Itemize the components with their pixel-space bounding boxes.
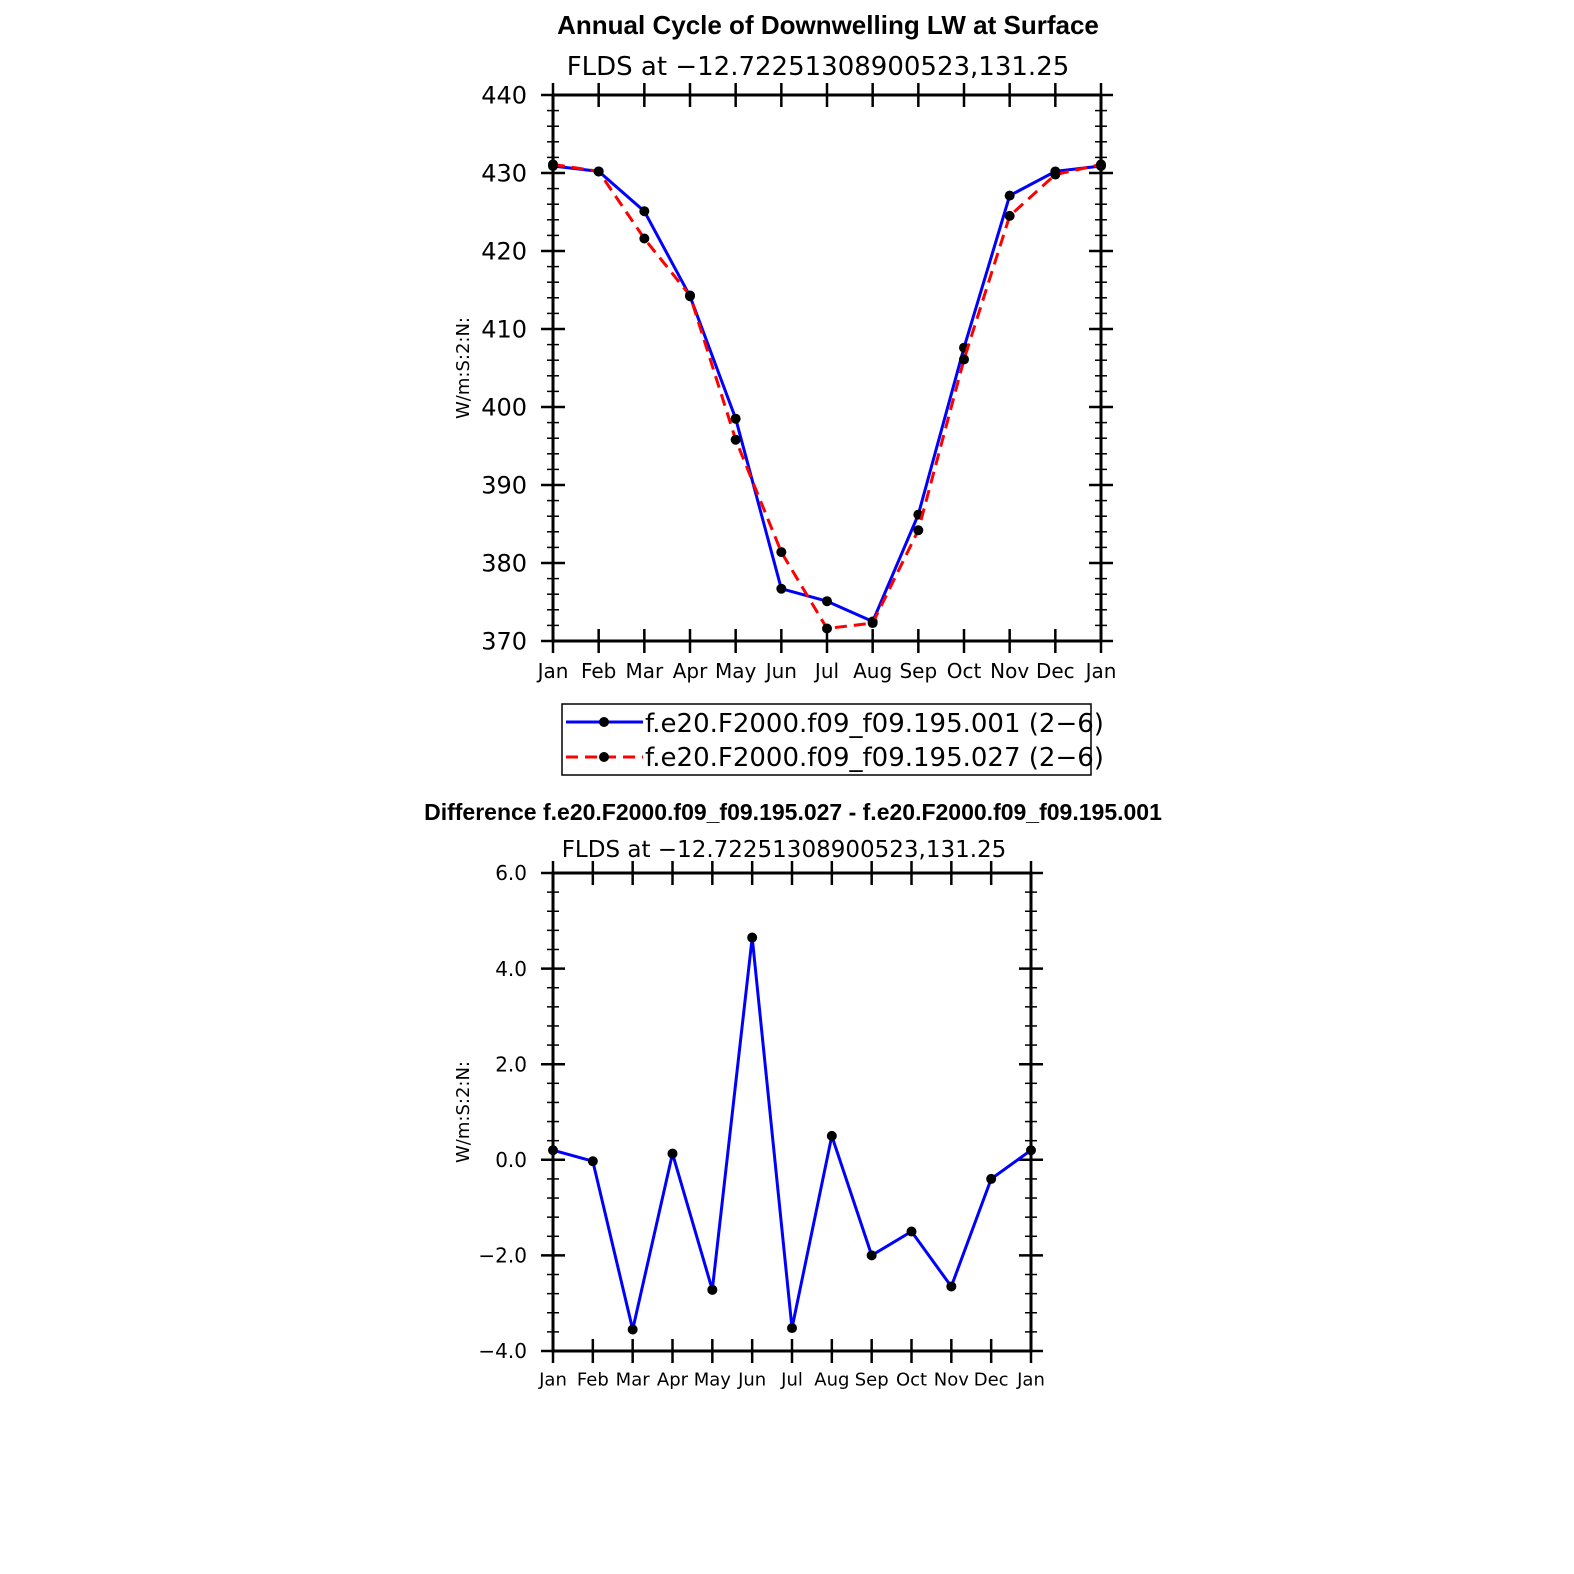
- chart1-title: Annual Cycle of Downwelling LW at Surfac…: [557, 10, 1099, 40]
- x-tick-label: Oct: [947, 659, 982, 683]
- x-tick-label: Mar: [625, 659, 664, 683]
- data-point: [1050, 169, 1061, 180]
- legend-label-red: f.e20.F2000.f09_f09.195.027 (2−6): [645, 743, 1104, 773]
- chart1-ticks: [541, 83, 1113, 653]
- y-tick-label: 2.0: [495, 1052, 527, 1076]
- data-point: [822, 623, 832, 634]
- x-tick-label: Sep: [899, 659, 937, 683]
- y-tick-label: 4.0: [495, 957, 527, 981]
- data-point: [667, 1148, 678, 1159]
- data-point: [639, 206, 650, 217]
- legend-marker-red: [599, 752, 609, 762]
- legend-label-blue: f.e20.F2000.f09_f09.195.001 (2−6): [645, 709, 1104, 739]
- chart1-series-layer: [548, 159, 1106, 634]
- data-point: [587, 1156, 598, 1167]
- chart1-plot-frame: [551, 93, 1103, 643]
- legend-entry-red: f.e20.F2000.f09_f09.195.027 (2−6): [566, 743, 1104, 773]
- data-point: [787, 1323, 797, 1334]
- x-tick-label: May: [694, 1370, 732, 1391]
- x-tick-label: Jul: [813, 659, 839, 683]
- data-point: [747, 932, 758, 943]
- chart2-x-tick-labels: Jan Feb Mar Apr May Jun Jul Aug Sep Oct Nov Dec Jan: [538, 1370, 1045, 1391]
- x-tick-label: Sep: [855, 1370, 889, 1391]
- data-point: [593, 166, 604, 177]
- data-point: [866, 1250, 877, 1261]
- x-tick-label: Aug: [853, 659, 892, 683]
- y-tick-label: −2.0: [478, 1244, 527, 1268]
- y-tick-label: 410: [481, 316, 527, 344]
- x-tick-label: Jun: [764, 659, 797, 683]
- data-point: [627, 1324, 638, 1335]
- data-point: [946, 1281, 957, 1292]
- chart2-ticks: [541, 861, 1043, 1363]
- chart2-plot-frame: [551, 871, 1033, 1353]
- x-tick-label: Jan: [538, 1370, 567, 1391]
- data-point: [986, 1173, 997, 1184]
- legend-marker-blue: [599, 717, 609, 727]
- series-line-0: [552, 164, 1102, 623]
- y-tick-label: 420: [481, 238, 527, 266]
- data-point: [867, 618, 878, 629]
- y-tick-label: −4.0: [478, 1339, 527, 1363]
- data-point: [639, 233, 650, 244]
- x-tick-label: Feb: [577, 1370, 609, 1391]
- x-tick-label: Mar: [616, 1370, 651, 1391]
- data-point: [959, 354, 969, 365]
- chart1-x-tick-labels: Jan Feb Mar Apr May Jun Jul Aug Sep Oct Nov Dec Jan: [536, 659, 1117, 683]
- data-point: [906, 1226, 917, 1237]
- y-tick-label: 380: [481, 550, 527, 578]
- y-tick-label: 440: [481, 82, 527, 110]
- y-tick-label: 430: [481, 160, 527, 188]
- series-line-0: [552, 936, 1032, 1331]
- y-tick-label: 400: [481, 394, 527, 422]
- data-point: [1004, 210, 1015, 221]
- y-tick-label: 0.0: [495, 1148, 527, 1172]
- chart2-title: Difference f.e20.F2000.f09_f09.195.027 -…: [424, 799, 1162, 825]
- x-tick-label: Jan: [1016, 1370, 1045, 1391]
- chart2-subtitle: FLDS at −12.72251308900523,131.25: [562, 837, 1007, 863]
- chart1-legend: f.e20.F2000.f09_f09.195.001 (2−6) f.e20.…: [561, 703, 1104, 776]
- x-tick-label: Nov: [934, 1370, 969, 1391]
- difference-chart: Difference f.e20.F2000.f09_f09.195.027 -…: [424, 799, 1162, 1391]
- x-tick-label: Nov: [990, 659, 1029, 683]
- data-point: [707, 1284, 718, 1295]
- data-point: [685, 290, 695, 301]
- data-point: [730, 434, 741, 445]
- chart1-subtitle: FLDS at −12.72251308900523,131.25: [567, 52, 1070, 82]
- chart2-series-layer: [548, 932, 1036, 1335]
- x-tick-label: Dec: [974, 1370, 1009, 1391]
- chart1-y-tick-labels: 370 380 390 400 410 420 430 440: [481, 82, 527, 656]
- data-point: [826, 1130, 837, 1141]
- series-line-1: [552, 162, 1102, 630]
- data-point: [1004, 190, 1015, 201]
- x-tick-label: Jan: [536, 659, 569, 683]
- x-tick-label: Aug: [814, 1370, 849, 1391]
- data-point: [776, 583, 787, 594]
- x-tick-label: Apr: [673, 659, 708, 683]
- data-point: [913, 525, 924, 536]
- y-tick-label: 370: [481, 628, 527, 656]
- data-point: [776, 547, 787, 558]
- x-tick-label: Dec: [1036, 659, 1075, 683]
- x-tick-label: Jul: [780, 1370, 803, 1391]
- x-tick-label: Apr: [657, 1370, 689, 1391]
- x-tick-label: Oct: [896, 1370, 927, 1391]
- chart1-y-axis-label: W/m:S:2:N:: [453, 317, 474, 419]
- chart2-y-tick-labels: −4.0 −2.0 0.0 2.0 4.0 6.0: [478, 861, 527, 1363]
- y-tick-label: 390: [481, 472, 527, 500]
- x-tick-label: May: [715, 659, 757, 683]
- y-tick-label: 6.0: [495, 861, 527, 885]
- x-tick-label: Feb: [581, 659, 616, 683]
- data-point: [822, 596, 832, 607]
- legend-entry-blue: f.e20.F2000.f09_f09.195.001 (2−6): [566, 709, 1104, 739]
- legend-box: [561, 703, 1092, 776]
- annual-cycle-chart: Annual Cycle of Downwelling LW at Surfac…: [453, 10, 1117, 776]
- chart2-y-axis-label: W/m:S:2:N:: [453, 1061, 474, 1163]
- x-tick-label: Jan: [1084, 659, 1117, 683]
- x-tick-label: Jun: [737, 1370, 766, 1391]
- data-point: [730, 413, 741, 424]
